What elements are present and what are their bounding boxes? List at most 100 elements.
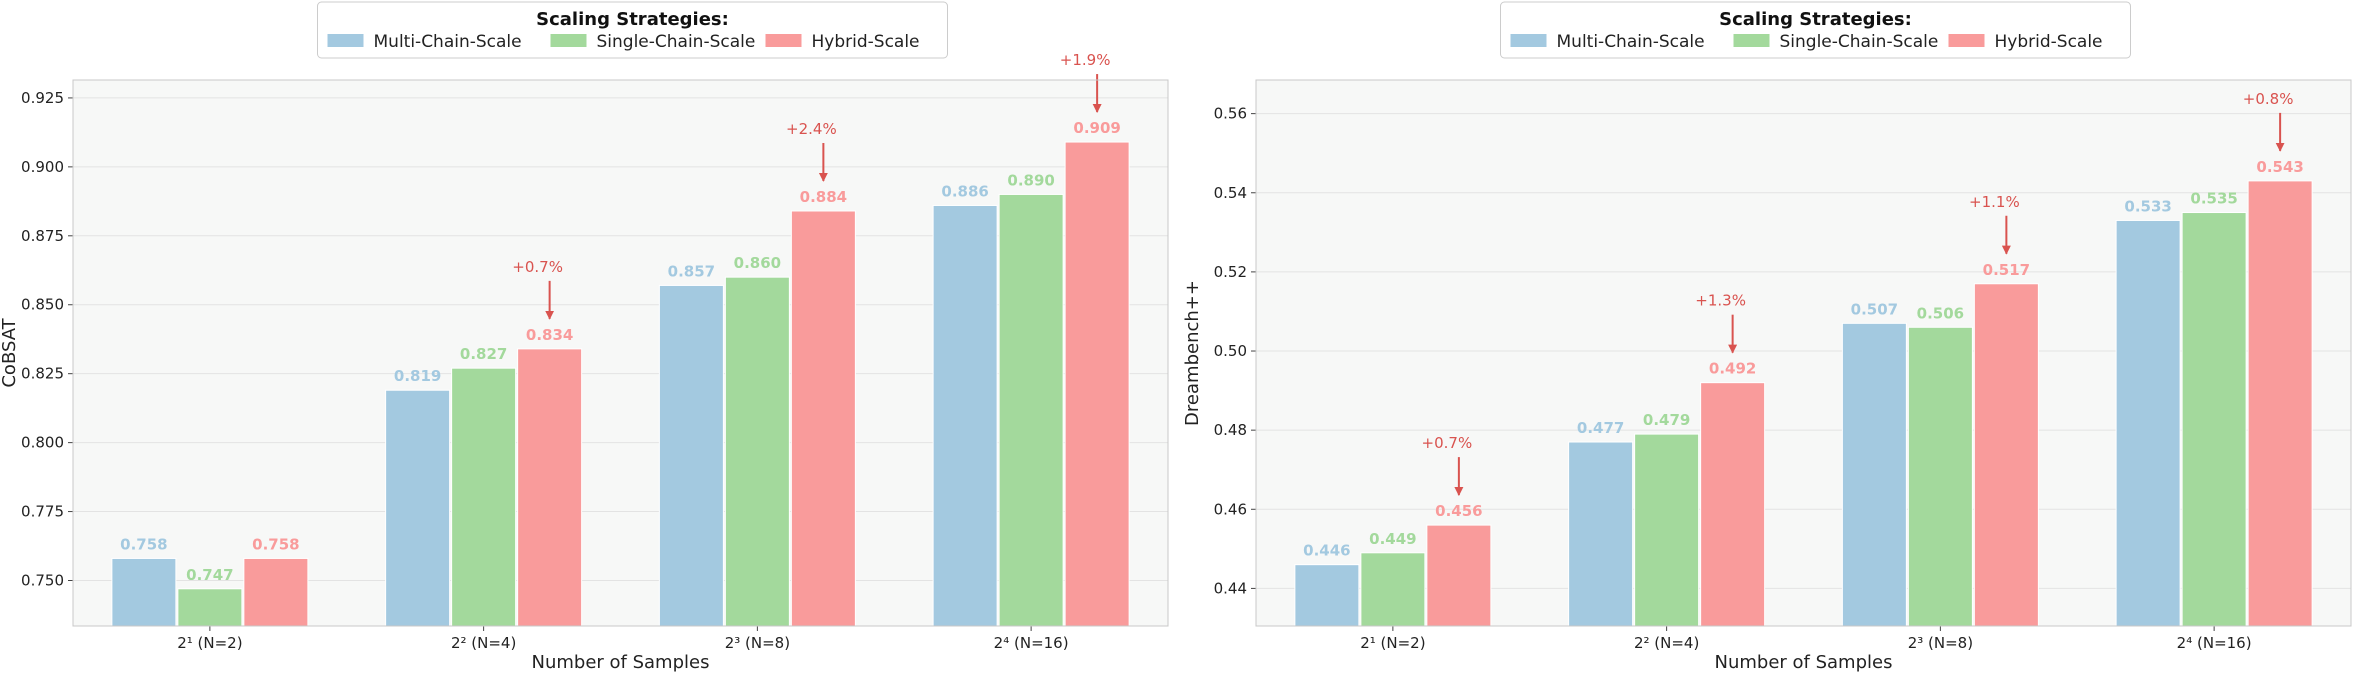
y-axis-label: CoBSAT <box>0 317 20 387</box>
improvement-label: +2.4% <box>786 120 837 138</box>
bar-single-chain-scale-2 <box>451 367 517 627</box>
data-label: 0.890 <box>1007 171 1054 189</box>
legend-title: Scaling Strategies: <box>1719 9 1912 30</box>
y-axis-label: Dreambench++ <box>1182 280 1203 426</box>
bar-multi-chain-scale-4 <box>932 204 998 627</box>
data-label: 0.446 <box>1303 542 1350 560</box>
data-label: 0.533 <box>2124 197 2171 215</box>
bar-single-chain-scale-3 <box>724 276 790 627</box>
y-tick-label: 0.925 <box>21 89 64 107</box>
legend-entry: Hybrid-Scale <box>1995 32 2103 52</box>
chart-panel-2: 0.44 0.46 0.48 0.50 0.52 0.54 0.56 0.446 0.449 0.… <box>1182 1 2352 673</box>
data-label: 0.758 <box>120 535 167 553</box>
bar-hybrid-scale-4 <box>2247 180 2313 627</box>
improvement-label: +1.9% <box>1060 51 1111 69</box>
bar-multi-chain-scale-1 <box>1294 564 1360 627</box>
y-tick-label: 0.52 <box>1214 263 1247 281</box>
x-tick-label: 2¹ (N=2) <box>177 634 242 652</box>
data-label: 0.827 <box>460 345 507 363</box>
bar-hybrid-scale-4 <box>1064 141 1130 627</box>
x-tick-label: 2⁴ (N=16) <box>994 634 1069 652</box>
y-tick-label: 0.750 <box>21 572 64 590</box>
data-label: 0.535 <box>2190 190 2237 208</box>
data-label: 0.506 <box>1917 304 1964 322</box>
data-label: 0.884 <box>800 188 847 206</box>
x-axis-label: Number of Samples <box>532 652 710 673</box>
bar-hybrid-scale-2 <box>1700 382 1766 627</box>
improvement-label: +1.3% <box>1695 292 1746 310</box>
data-label: 0.543 <box>2256 158 2303 176</box>
legend-swatch <box>1733 34 1770 47</box>
x-tick-label: 2¹ (N=2) <box>1360 634 1425 652</box>
improvement-label: +1.1% <box>1969 193 2020 211</box>
data-label: 0.517 <box>1983 261 2030 279</box>
legend-title: Scaling Strategies: <box>536 9 729 30</box>
bar-multi-chain-scale-3 <box>658 284 724 627</box>
legend-entry: Single-Chain-Scale <box>597 32 756 52</box>
y-tick-label: 0.46 <box>1214 500 1247 518</box>
legend-entry: Multi-Chain-Scale <box>1557 32 1705 52</box>
y-tick-label: 0.54 <box>1214 184 1247 202</box>
data-label: 0.758 <box>252 535 299 553</box>
legend: Scaling Strategies: Multi-Chain-Scale Sing… <box>317 1 948 59</box>
x-tick-label: 2³ (N=8) <box>725 634 790 652</box>
y-tick-label: 0.825 <box>21 365 64 383</box>
axes-frame <box>1255 79 2352 627</box>
data-label: 0.834 <box>526 326 573 344</box>
bar-multi-chain-scale-3 <box>1841 322 1907 627</box>
y-tick-label: 0.850 <box>21 296 64 314</box>
axes-frame <box>72 79 1169 627</box>
bar-single-chain-scale-1 <box>1360 552 1426 627</box>
data-label: 0.456 <box>1435 502 1482 520</box>
chart-panel-1: 0.750 0.775 0.800 0.825 0.850 0.875 0.900 0.925… <box>0 1 1169 673</box>
data-label: 0.909 <box>1073 119 1120 137</box>
legend-swatch <box>1948 34 1985 47</box>
bar-multi-chain-scale-4 <box>2115 219 2181 627</box>
legend-entry: Multi-Chain-Scale <box>374 32 522 52</box>
x-axis-label: Number of Samples <box>1715 652 1893 673</box>
data-label: 0.477 <box>1577 419 1624 437</box>
data-label: 0.819 <box>394 367 441 385</box>
bar-hybrid-scale-3 <box>1973 283 2039 627</box>
legend-swatch <box>327 34 364 47</box>
legend-entry: Hybrid-Scale <box>812 32 920 52</box>
legend: Scaling Strategies: Multi-Chain-Scale Sing… <box>1500 1 2131 59</box>
y-tick-label: 0.56 <box>1214 105 1247 123</box>
data-label: 0.492 <box>1709 360 1756 378</box>
y-tick-label: 0.900 <box>21 158 64 176</box>
legend-swatch <box>765 34 802 47</box>
data-label: 0.449 <box>1369 530 1416 548</box>
improvement-label: +0.7% <box>1422 434 1473 452</box>
bar-single-chain-scale-3 <box>1907 326 1973 627</box>
bar-hybrid-scale-2 <box>517 348 583 627</box>
data-label: 0.886 <box>941 182 988 200</box>
data-label: 0.747 <box>186 566 233 584</box>
bar-multi-chain-scale-2 <box>385 389 451 627</box>
legend-swatch <box>1510 34 1547 47</box>
data-label: 0.857 <box>668 262 715 280</box>
y-tick-label: 0.44 <box>1214 579 1247 597</box>
x-tick-label: 2² (N=4) <box>1634 634 1699 652</box>
x-tick-label: 2² (N=4) <box>451 634 516 652</box>
data-label: 0.860 <box>734 254 781 272</box>
y-tick-label: 0.50 <box>1214 342 1247 360</box>
legend-swatch <box>550 34 587 47</box>
bar-single-chain-scale-4 <box>998 193 1064 627</box>
y-tick-label: 0.800 <box>21 434 64 452</box>
improvement-label: +0.8% <box>2243 90 2294 108</box>
improvement-label: +0.7% <box>512 258 563 276</box>
bar-single-chain-scale-1 <box>177 588 243 627</box>
data-label: 0.479 <box>1643 411 1690 429</box>
x-tick-label: 2⁴ (N=16) <box>2177 634 2252 652</box>
y-tick-label: 0.875 <box>21 227 64 245</box>
bar-single-chain-scale-2 <box>1634 433 1700 627</box>
bar-multi-chain-scale-2 <box>1568 441 1634 627</box>
data-label: 0.507 <box>1851 300 1898 318</box>
x-tick-label: 2³ (N=8) <box>1908 634 1973 652</box>
bar-hybrid-scale-3 <box>790 210 856 627</box>
y-tick-label: 0.48 <box>1214 421 1247 439</box>
bar-hybrid-scale-1 <box>1426 524 1492 627</box>
bar-multi-chain-scale-1 <box>111 557 177 627</box>
